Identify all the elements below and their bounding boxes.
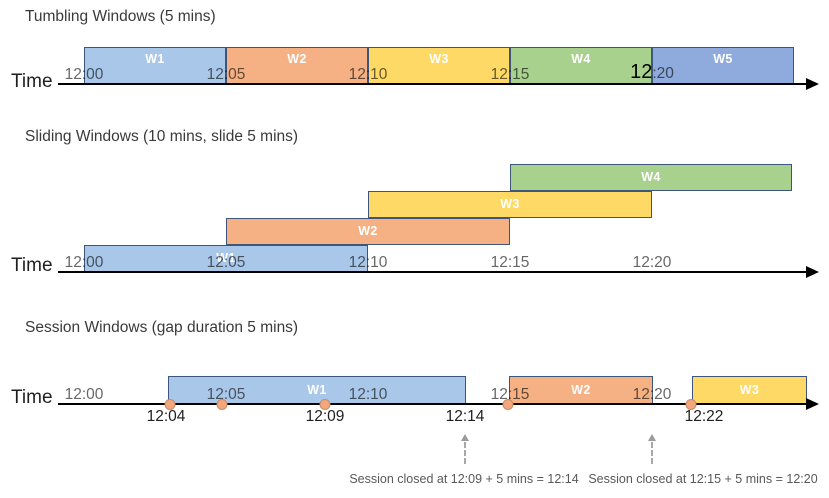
window-label-sliding-w4: W4 [641,170,661,185]
time-axis-line-session [58,403,806,405]
axis-time-label-session-1205: 12:05 [206,385,246,403]
window-bar-sliding-w1: W1 [84,245,368,272]
event-time-label-1222: 12:22 [684,408,724,425]
axis-time-label-tumbling-1210: 12:10 [348,65,388,83]
window-label-sliding-w3: W3 [500,197,520,212]
axis-time-label-tumbling-1220: 12:20 [630,62,674,82]
window-label-tumbling-w4: W4 [571,52,591,66]
window-label-session-w3: W3 [739,382,760,397]
axis-time-label-sliding-1200: 12:00 [64,253,104,271]
event-time-label-1214: 12:14 [445,408,485,425]
time-axis-arrowhead-tumbling [806,78,819,90]
axis-time-label-session-1220: 12:20 [632,385,672,403]
axis-time-label-sliding-1215: 12:15 [490,253,530,271]
window-bar-sliding-w4: W4 [510,164,792,191]
dashed-arrow-head-icon [461,434,469,441]
section-title-tumbling: Tumbling Windows (5 mins) [25,8,216,25]
event-time-label-1209: 12:09 [305,408,345,425]
time-axis-caption-sliding: Time [11,255,53,276]
session-closed-annotation-2: Session closed at 12:15 + 5 mins = 12:20 [588,472,818,486]
window-bar-tumbling-w4: W4 [510,47,652,84]
session-closed-annotation-1: Session closed at 12:09 + 5 mins = 12:14 [349,472,579,486]
window-bar-tumbling-w5: W5 [652,47,794,84]
axis-time-label-rest-part: :20 [652,65,674,82]
time-axis-arrowhead-session [806,398,819,410]
window-bar-session-w3: W3 [692,376,807,404]
event-dot-5 [685,399,697,410]
dashed-up-arrow-1 [461,434,469,464]
axis-time-label-tumbling-1215: 12:15 [490,65,530,83]
section-title-session: Session Windows (gap duration 5 mins) [25,319,299,336]
dashed-arrow-head-icon [648,434,656,441]
time-axis-line-sliding [58,271,806,273]
event-dot-2 [216,399,228,410]
axis-time-label-sliding-1210: 12:10 [348,253,388,271]
window-bar-sliding-w3: W3 [368,191,652,218]
axis-time-label-session-1215: 12:15 [490,385,530,403]
window-label-sliding-w2: W2 [358,224,378,239]
time-axis-arrowhead-sliding [806,266,819,278]
window-bar-tumbling-w3: W3 [368,47,510,84]
time-axis-caption-session: Time [11,387,53,408]
time-axis-caption-tumbling: Time [11,71,53,92]
event-dot-3 [319,399,331,410]
dashed-up-arrow-2 [648,434,656,464]
axis-time-label-sliding-1220: 12:20 [632,253,672,271]
window-label-session-w2: W2 [571,382,591,397]
window-label-tumbling-w5: W5 [713,52,733,66]
event-dot-1 [164,399,176,410]
axis-time-label-session-1200: 12:00 [64,385,104,403]
window-bar-session-w2: W2 [509,376,653,404]
window-label-sliding-w1: W1 [216,251,236,266]
window-bar-tumbling-w2: W2 [226,47,368,84]
event-time-label-1204: 12:04 [146,408,186,425]
window-label-tumbling-w3: W3 [429,52,449,66]
window-label-session-w1: W1 [307,382,327,397]
section-title-sliding: Sliding Windows (10 mins, slide 5 mins) [25,128,299,145]
axis-time-label-tumbling-1205: 12:05 [206,65,246,83]
time-axis-line-tumbling [58,83,806,85]
dashed-arrow-stem [464,442,466,464]
axis-time-label-session-1210: 12:10 [348,385,388,403]
window-label-tumbling-w1: W1 [145,52,165,66]
window-bar-sliding-w2: W2 [226,218,510,245]
axis-time-label-emph-part: 12 [630,61,653,83]
window-bar-tumbling-w1: W1 [84,47,226,84]
dashed-arrow-stem [651,442,653,464]
axis-time-label-sliding-1205: 12:05 [206,253,246,271]
axis-time-label-tumbling-1200: 12:00 [64,65,104,83]
window-label-tumbling-w2: W2 [287,52,307,66]
event-dot-4 [502,399,514,410]
